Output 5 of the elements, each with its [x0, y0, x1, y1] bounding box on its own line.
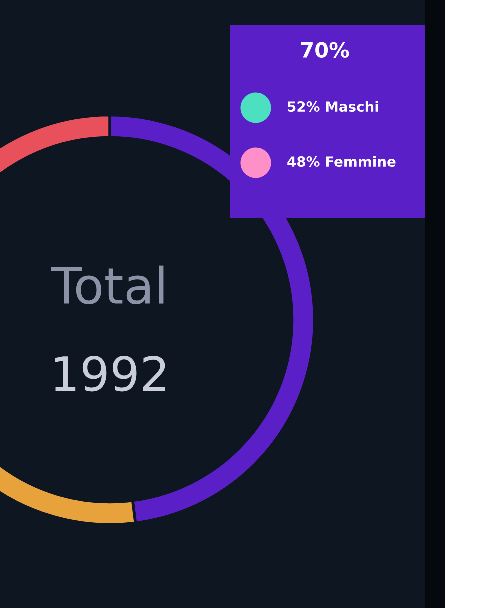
- text: 1992: [55, 356, 166, 392]
- text: 48% Femmine: [288, 156, 396, 168]
- text: 70%: [301, 42, 350, 58]
- text: Total: [51, 266, 164, 305]
- text: 52% Maschi: [288, 101, 378, 112]
